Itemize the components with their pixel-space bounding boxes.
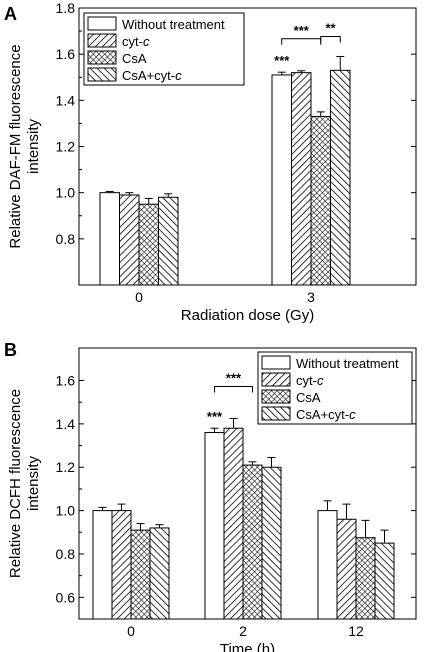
legend: Without treatment cyt-c CsA CsA+cyt-c: [83, 12, 245, 86]
panel-b: B Relative DCFH fluorescence intensity T…: [4, 340, 417, 652]
legend-swatch: [87, 33, 117, 48]
legend-label: Without treatment: [296, 356, 399, 371]
y-tick-label: 1.6: [56, 46, 76, 62]
bar: [355, 537, 376, 620]
legend-label: CsA+cyt-c: [122, 68, 182, 83]
legend-label: cyt-c: [122, 34, 150, 49]
y-tick-label: 1.4: [56, 416, 76, 432]
y-tick-label: 1.2: [56, 459, 76, 475]
bar: [138, 203, 159, 286]
bar: [130, 529, 151, 620]
bar: [223, 427, 244, 620]
x-tick-label: 2: [239, 623, 247, 639]
panel-label: B: [4, 340, 17, 360]
legend-swatch: [261, 372, 291, 387]
bar: [242, 464, 263, 620]
bar: [99, 192, 120, 286]
significance-bracket: [320, 35, 341, 43]
bar: [204, 432, 225, 620]
legend-swatch: [87, 16, 117, 31]
legend-swatch: [261, 406, 291, 421]
y-axis-label-line2: intensity: [25, 455, 42, 511]
y-tick-label: 1.0: [56, 185, 76, 201]
significance-marker: ***: [226, 370, 242, 385]
significance-marker: ***: [274, 53, 290, 68]
y-axis-label-line2: intensity: [25, 118, 42, 174]
x-axis-label: Radiation dose (Gy): [181, 307, 314, 324]
y-tick-label: 1.0: [56, 503, 76, 519]
y-tick-label: 1.4: [56, 92, 76, 108]
bar: [291, 72, 312, 286]
bar: [111, 510, 132, 620]
significance-marker: ***: [207, 409, 223, 424]
y-tick-label: 0.8: [56, 231, 76, 247]
panel-label: A: [4, 4, 17, 24]
y-tick-label: 0.8: [56, 546, 76, 562]
significance-bracket: [214, 385, 253, 393]
legend-label: Without treatment: [122, 17, 225, 32]
y-tick-label: 0.6: [56, 589, 76, 605]
legend-swatch: [261, 355, 291, 370]
panel-a: A Relative DAF-FM fluorescence intensity…: [4, 0, 417, 324]
bar: [261, 466, 282, 620]
legend-swatch: [87, 67, 117, 82]
bar: [374, 542, 395, 620]
significance-bracket: [281, 38, 322, 45]
bar: [317, 510, 338, 620]
y-tick-label: 1.6: [56, 373, 76, 389]
y-tick-label: 1.8: [56, 0, 76, 16]
bar: [92, 510, 113, 620]
legend-swatch: [261, 389, 291, 404]
legend-label: cyt-c: [296, 373, 324, 388]
y-axis-label: Relative DAF-FM fluorescence: [7, 44, 24, 248]
bar: [271, 74, 292, 286]
legend: Without treatment cyt-c CsA CsA+cyt-c: [257, 351, 413, 425]
x-tick-label: 0: [135, 289, 143, 305]
bar: [336, 518, 357, 620]
y-axis-label: Relative DCFH fluorescence: [7, 389, 24, 578]
x-axis-label: Time (h): [220, 641, 275, 652]
bar: [330, 69, 351, 286]
bar: [310, 115, 331, 286]
bar: [158, 196, 179, 286]
legend-swatch: [87, 50, 117, 65]
legend-label: CsA: [296, 390, 321, 405]
x-tick-label: 3: [307, 289, 315, 305]
x-tick-label: 12: [348, 623, 364, 639]
significance-marker: ***: [294, 23, 310, 38]
bar: [149, 527, 170, 620]
legend-label: CsA+cyt-c: [296, 407, 356, 422]
legend-label: CsA: [122, 51, 147, 66]
x-tick-label: 0: [127, 623, 135, 639]
significance-marker: **: [325, 20, 336, 35]
bar: [119, 194, 140, 286]
y-tick-label: 1.2: [56, 139, 76, 155]
